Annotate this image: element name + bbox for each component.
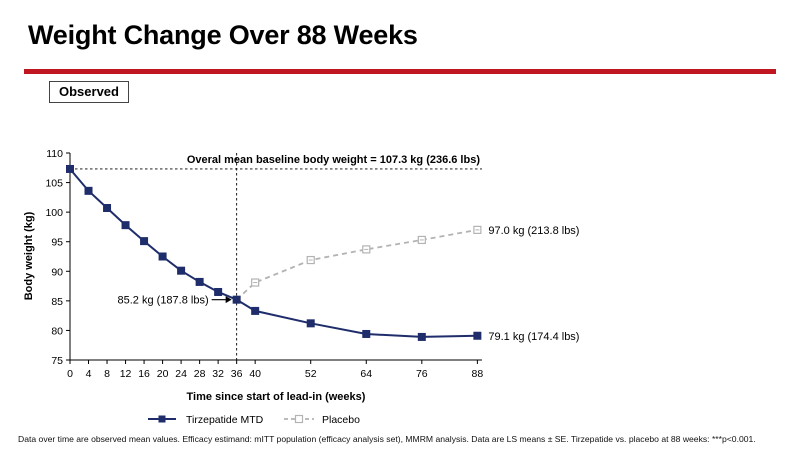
x-tick-label: 76 (416, 368, 428, 380)
tirzepatide-point (140, 237, 149, 246)
x-tick-label: 20 (157, 368, 169, 380)
tirzepatide-point (417, 332, 426, 341)
legend-placebo-label: Placebo (322, 414, 360, 426)
x-tick-label: 8 (104, 368, 110, 380)
x-tick-label: 64 (360, 368, 372, 380)
x-tick-label: 28 (194, 368, 206, 380)
x-axis-label: Time since start of lead-in (weeks) (187, 391, 366, 403)
y-axis-label: Body weight (kg) (23, 211, 35, 300)
placebo-line (236, 229, 478, 301)
tirzepatide-line (69, 168, 478, 338)
x-tick-label: 0 (67, 368, 73, 380)
tirzepatide-point (232, 295, 241, 304)
tirzepatide-point (362, 329, 371, 338)
title-divider (24, 69, 776, 74)
x-tick-label: 4 (86, 368, 92, 380)
observed-tag: Observed (49, 81, 129, 103)
legend-placebo-marker (294, 414, 304, 424)
tirzepatide-point (84, 186, 93, 195)
y-tick-label: 75 (51, 355, 63, 367)
x-tick-label: 12 (120, 368, 132, 380)
baseline-reference-label: Overal mean baseline body weight = 107.3… (187, 154, 480, 166)
x-tick-label: 32 (212, 368, 224, 380)
y-tick-label: 80 (51, 325, 63, 337)
y-tick-label: 95 (51, 237, 63, 249)
tirzepatide-end-value-label: 79.1 kg (174.4 lbs) (488, 331, 579, 343)
legend-tirzepatide-marker (158, 415, 166, 423)
x-tick-label: 52 (305, 368, 317, 380)
tirzepatide-point (103, 204, 112, 213)
x-tick-label: 40 (249, 368, 261, 380)
tirzepatide-point (195, 277, 204, 286)
y-tick-label: 105 (45, 178, 63, 190)
y-tick-label: 100 (45, 207, 63, 219)
tirzepatide-point (214, 287, 223, 296)
week-36-value-label: 85.2 kg (187.8 lbs) (118, 295, 209, 307)
tirzepatide-point (177, 266, 186, 275)
tirzepatide-point (158, 252, 167, 261)
footnote: Data over time are observed mean values.… (18, 434, 756, 444)
y-tick-label: 90 (51, 266, 63, 278)
x-tick-label: 88 (472, 368, 484, 380)
y-tick-label: 110 (46, 148, 63, 160)
tirzepatide-point (473, 331, 482, 340)
x-tick-label: 16 (138, 368, 150, 380)
week-36-arrowhead (225, 296, 232, 304)
legend-tirzepatide-label: Tirzepatide MTD (186, 414, 264, 426)
tirzepatide-point (306, 319, 315, 328)
tirzepatide-point (121, 221, 130, 230)
tirzepatide-point (66, 164, 74, 173)
x-tick-label: 24 (175, 368, 187, 380)
placebo-end-value-label: 97.0 kg (213.8 lbs) (488, 225, 579, 237)
tirzepatide-point (251, 306, 260, 315)
x-tick-label: 36 (231, 368, 243, 380)
page-title: Weight Change Over 88 Weeks (28, 20, 418, 50)
legend: Tirzepatide MTD Placebo (148, 414, 360, 426)
y-tick-label: 85 (51, 296, 63, 308)
